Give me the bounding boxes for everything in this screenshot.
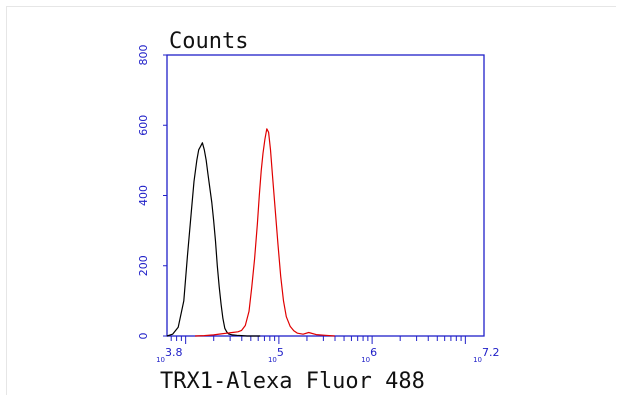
x-tick-base: 10 xyxy=(361,356,370,364)
x-tick-base: 10 xyxy=(473,356,482,364)
y-tick-label: 0 xyxy=(137,333,150,340)
x-tick-exponent: 3.8 xyxy=(165,346,183,359)
x-tick-base: 10 xyxy=(268,356,277,364)
y-tick-label: 600 xyxy=(137,115,150,136)
series-line-black xyxy=(166,142,261,337)
plot-area-border xyxy=(166,54,485,337)
x-tick-exponent: 5 xyxy=(277,346,284,359)
x-axis-label: TRX1-Alexa Fluor 488 xyxy=(160,369,425,394)
figure-frame xyxy=(6,6,616,395)
series-line-red xyxy=(194,128,335,337)
y-axis: 0 200 400 600 800 xyxy=(137,45,167,340)
y-tick-label: 400 xyxy=(137,185,150,206)
x-tick-exponent: 6 xyxy=(370,346,377,359)
y-tick-label: 800 xyxy=(137,45,150,66)
x-tick-base: 10 xyxy=(156,356,165,364)
x-tick-exponent: 7.2 xyxy=(482,346,500,359)
y-tick-label: 200 xyxy=(137,255,150,276)
chart-title: Counts xyxy=(169,29,248,54)
series-group xyxy=(166,128,335,337)
